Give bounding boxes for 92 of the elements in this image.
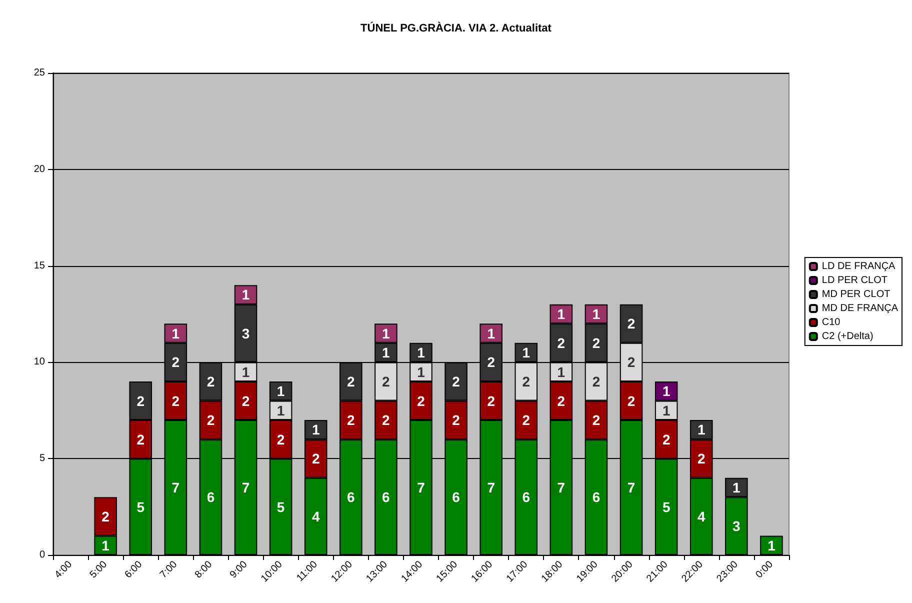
y-tick-label: 25 bbox=[34, 68, 46, 78]
data-label: 5 bbox=[136, 498, 145, 515]
data-label: 1 bbox=[276, 402, 285, 418]
data-label: 2 bbox=[206, 412, 215, 428]
data-label: 2 bbox=[206, 373, 215, 390]
x-tick-label: 7:00 bbox=[158, 558, 180, 581]
data-label: 1 bbox=[557, 364, 566, 380]
legend-label: LD DE FRANÇA bbox=[822, 261, 896, 272]
data-label: 1 bbox=[172, 325, 180, 342]
data-label: 1 bbox=[768, 537, 776, 554]
data-label: 1 bbox=[382, 325, 390, 342]
data-label: 7 bbox=[627, 480, 636, 496]
data-label: 1 bbox=[592, 306, 600, 322]
data-label: 2 bbox=[487, 354, 496, 370]
data-label: 2 bbox=[627, 316, 636, 332]
data-label: 1 bbox=[312, 422, 320, 438]
data-label: 1 bbox=[662, 383, 670, 400]
data-label: 1 bbox=[662, 402, 670, 418]
data-label: 6 bbox=[522, 489, 530, 506]
x-tick-label: 4:00 bbox=[52, 558, 75, 581]
y-tick-label: 0 bbox=[39, 550, 46, 560]
data-label: 6 bbox=[347, 489, 356, 506]
data-label: 1 bbox=[276, 383, 285, 400]
x-tick-label: 0:00 bbox=[754, 558, 776, 581]
data-label: 7 bbox=[242, 480, 250, 496]
legend-label: LD PER CLOT bbox=[822, 275, 888, 286]
data-label: 1 bbox=[522, 344, 530, 361]
x-tick-label: 8:00 bbox=[193, 558, 215, 581]
data-label: 2 bbox=[136, 392, 145, 409]
data-label: 2 bbox=[522, 373, 530, 390]
data-label: 2 bbox=[627, 354, 636, 370]
data-label: 1 bbox=[487, 325, 496, 342]
data-label: 2 bbox=[627, 392, 636, 409]
data-label: 2 bbox=[557, 334, 566, 351]
data-label: 2 bbox=[592, 334, 600, 351]
data-label: 7 bbox=[417, 480, 426, 496]
legend-label: MD DE FRANÇA bbox=[822, 303, 898, 314]
data-label: 6 bbox=[206, 489, 215, 506]
x-tick-label: 5:00 bbox=[88, 558, 110, 581]
data-label: 2 bbox=[697, 450, 706, 467]
data-label: 2 bbox=[487, 392, 496, 409]
y-tick-label: 20 bbox=[34, 164, 46, 175]
data-label: 2 bbox=[172, 392, 180, 409]
data-label: 6 bbox=[452, 489, 460, 506]
data-label: 2 bbox=[592, 373, 600, 390]
y-tick-label: 5 bbox=[39, 453, 46, 464]
data-label: 2 bbox=[417, 392, 426, 409]
y-tick-label: 10 bbox=[34, 356, 46, 368]
data-label: 1 bbox=[242, 364, 250, 380]
data-label: 2 bbox=[276, 431, 285, 448]
legend-label: C2 (+Delta) bbox=[822, 331, 874, 342]
data-label: 6 bbox=[382, 489, 390, 506]
legend-label: C10 bbox=[822, 317, 841, 328]
data-label: 7 bbox=[557, 480, 566, 496]
data-label: 2 bbox=[452, 412, 460, 428]
data-label: 1 bbox=[417, 364, 426, 380]
legend-label: MD PER CLOT bbox=[822, 289, 890, 300]
bar bbox=[760, 536, 783, 555]
data-label: 1 bbox=[417, 344, 426, 361]
data-label: 2 bbox=[242, 392, 250, 409]
x-tick-label: 9:00 bbox=[228, 558, 250, 581]
data-label: 2 bbox=[312, 450, 320, 467]
data-label: 1 bbox=[732, 480, 741, 496]
data-label: 2 bbox=[347, 373, 356, 390]
data-label: 2 bbox=[452, 373, 460, 390]
data-label: 4 bbox=[312, 508, 320, 524]
data-label: 7 bbox=[487, 480, 496, 496]
data-label: 5 bbox=[662, 498, 670, 515]
data-label: 2 bbox=[382, 412, 390, 428]
data-label: 2 bbox=[382, 373, 390, 390]
data-label: 2 bbox=[102, 508, 110, 524]
data-label: 2 bbox=[592, 412, 600, 428]
data-label: 2 bbox=[172, 354, 180, 370]
data-label: 6 bbox=[592, 489, 600, 506]
data-label: 4 bbox=[697, 508, 706, 524]
data-label: 1 bbox=[382, 344, 390, 361]
data-label: 1 bbox=[697, 422, 706, 438]
data-label: 2 bbox=[557, 392, 566, 409]
data-label: 1 bbox=[557, 306, 566, 322]
y-tick-label: 15 bbox=[34, 260, 46, 272]
data-label: 3 bbox=[732, 518, 741, 534]
x-tick-label: 6:00 bbox=[122, 558, 145, 581]
data-label: 1 bbox=[102, 537, 110, 554]
chart-title: TÚNEL PG.GRÀCIA. VIA 2. Actualitat bbox=[360, 22, 552, 34]
data-label: 1 bbox=[242, 286, 250, 303]
data-label: 7 bbox=[172, 480, 180, 496]
data-label: 3 bbox=[242, 325, 250, 342]
data-label: 5 bbox=[276, 498, 285, 515]
data-label: 2 bbox=[522, 412, 530, 428]
data-label: 2 bbox=[136, 431, 145, 448]
data-label: 2 bbox=[347, 412, 356, 428]
data-label: 2 bbox=[662, 431, 670, 448]
